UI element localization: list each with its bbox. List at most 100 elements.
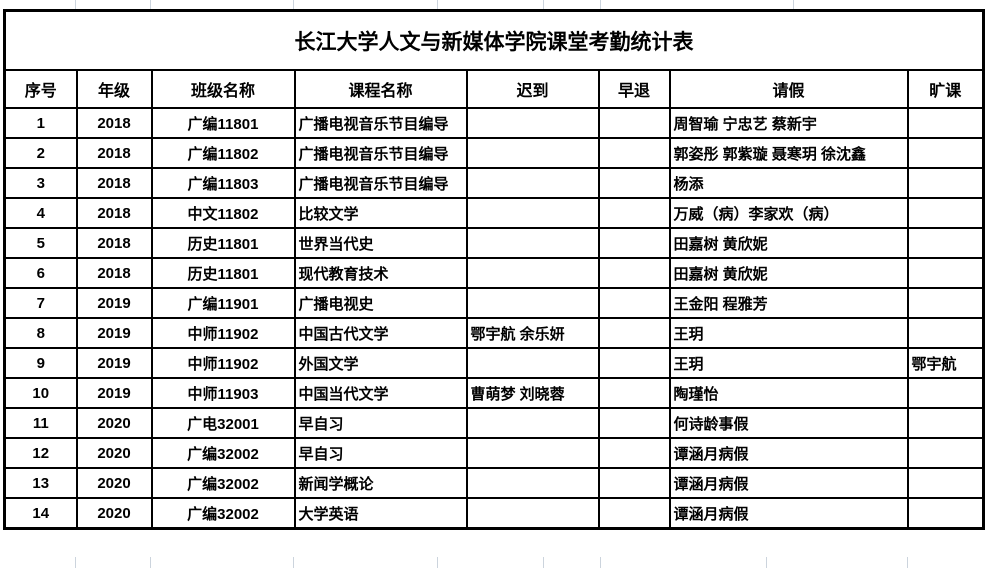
cell-leave: 周智瑜 宁忠艺 蔡新宇 [668,107,909,139]
cell-absent [906,467,985,499]
cell-late [465,197,600,229]
gridline-stub [437,557,438,568]
cell-late [465,287,600,319]
cell-no: 4 [3,197,78,229]
gridline-stub [793,0,794,9]
cell-leave: 谭涵月病假 [668,497,909,530]
gridline-stub [150,0,151,9]
cell-late [465,167,600,199]
table-row: 3 2018 广编11803 广播电视音乐节目编导 杨添 [3,167,985,199]
cell-absent [906,137,985,169]
cell-leave: 郭姿彤 郭紫璇 聂寒玥 徐沈鑫 [668,137,909,169]
column-header-grade: 年级 [75,69,153,109]
cell-class_name: 历史11801 [150,227,296,259]
cell-leave_early [597,197,671,229]
gridline-stub [600,0,601,9]
cell-grade: 2019 [75,377,153,409]
table-body: 1 2018 广编11801 广播电视音乐节目编导 周智瑜 宁忠艺 蔡新宇 2 2018 广编… [3,107,985,530]
cell-class_name: 广电32001 [150,407,296,439]
cell-late [465,467,600,499]
cell-class_name: 广编32002 [150,497,296,530]
cell-course_name: 现代教育技术 [293,257,468,289]
table-row: 4 2018 中文11802 比较文学 万威（病）李家欢（病） [3,197,985,229]
cell-late: 曹萌梦 刘晓蓉 [465,377,600,409]
cell-absent [906,407,985,439]
cell-no: 12 [3,437,78,469]
cell-absent [906,227,985,259]
column-header-no: 序号 [3,69,78,109]
cell-leave: 陶瑾怡 [668,377,909,409]
cell-leave: 何诗龄事假 [668,407,909,439]
cell-grade: 2018 [75,197,153,229]
cell-late [465,407,600,439]
table-row: 14 2020 广编32002 大学英语 谭涵月病假 [3,497,985,530]
header-row: 序号 年级 班级名称 课程名称 迟到 早退 请假 旷课 [3,69,985,109]
cell-leave_early [597,167,671,199]
cell-course_name: 外国文学 [293,347,468,379]
cell-course_name: 广播电视音乐节目编导 [293,167,468,199]
cell-class_name: 中师11903 [150,377,296,409]
table-row: 9 2019 中师11902 外国文学 王玥 鄂宇航 [3,347,985,379]
table-row: 13 2020 广编32002 新闻学概论 谭涵月病假 [3,467,985,499]
table-row: 6 2018 历史11801 现代教育技术 田嘉树 黄欣妮 [3,257,985,289]
cell-grade: 2020 [75,467,153,499]
column-header-course_name: 课程名称 [293,69,468,109]
cell-course_name: 新闻学概论 [293,467,468,499]
cell-leave_early [597,107,671,139]
title-row: 长江大学人文与新媒体学院课堂考勤统计表 [3,9,985,71]
cell-no: 10 [3,377,78,409]
cell-leave: 王玥 [668,347,909,379]
cell-grade: 2018 [75,257,153,289]
cell-leave_early [597,227,671,259]
cell-leave_early [597,467,671,499]
cell-class_name: 广编32002 [150,437,296,469]
gridline-stub [293,557,294,568]
cell-leave: 王金阳 程雅芳 [668,287,909,319]
attendance-table: 长江大学人文与新媒体学院课堂考勤统计表 序号 年级 班级名称 课程名称 迟到 早退 请假 旷课… [3,9,985,530]
cell-leave: 万威（病）李家欢（病） [668,197,909,229]
cell-no: 13 [3,467,78,499]
cell-late: 鄂宇航 余乐妍 [465,317,600,349]
cell-leave_early [597,257,671,289]
gridline-stub [543,0,544,9]
cell-absent [906,257,985,289]
cell-grade: 2019 [75,317,153,349]
gridline-stub [150,557,151,568]
cell-course_name: 早自习 [293,437,468,469]
cell-late [465,257,600,289]
cell-leave: 谭涵月病假 [668,467,909,499]
cell-absent [906,377,985,409]
cell-class_name: 广编11801 [150,107,296,139]
cell-course_name: 早自习 [293,407,468,439]
column-header-late: 迟到 [465,69,600,109]
cell-course_name: 广播电视史 [293,287,468,319]
gridline-stub [907,557,908,568]
cell-class_name: 中师11902 [150,347,296,379]
table-row: 1 2018 广编11801 广播电视音乐节目编导 周智瑜 宁忠艺 蔡新宇 [3,107,985,139]
gridline-stub [75,0,76,9]
cell-late [465,437,600,469]
cell-grade: 2018 [75,137,153,169]
cell-no: 5 [3,227,78,259]
cell-grade: 2020 [75,437,153,469]
cell-grade: 2020 [75,407,153,439]
cell-no: 14 [3,497,78,530]
column-header-leave_early: 早退 [597,69,671,109]
gridline-stub [293,0,294,9]
cell-course_name: 广播电视音乐节目编导 [293,107,468,139]
cell-grade: 2020 [75,497,153,530]
cell-class_name: 中文11802 [150,197,296,229]
cell-leave: 田嘉树 黄欣妮 [668,227,909,259]
cell-grade: 2018 [75,167,153,199]
cell-late [465,137,600,169]
cell-late [465,227,600,259]
gridline-stub [600,557,601,568]
cell-grade: 2018 [75,107,153,139]
cell-course_name: 大学英语 [293,497,468,530]
gridline-stub [543,557,544,568]
column-header-absent: 旷课 [906,69,985,109]
cell-leave_early [597,407,671,439]
cell-class_name: 历史11801 [150,257,296,289]
cell-leave_early [597,317,671,349]
cell-absent [906,437,985,469]
